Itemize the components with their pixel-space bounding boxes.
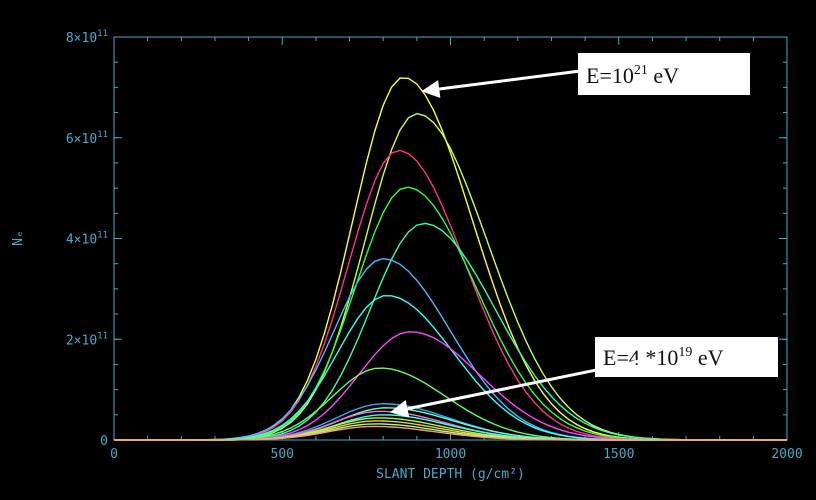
y-tick-label: 2×1011 (66, 331, 108, 348)
arrow-head (421, 80, 441, 98)
x-axis-label: SLANT DEPTH (g/cm²) (376, 467, 525, 482)
annotation-box (595, 337, 778, 377)
y-tick-label: 6×1011 (66, 130, 108, 147)
x-tick-label: 1000 (435, 447, 466, 462)
annotation-text: E=1021 eV (586, 63, 679, 88)
axis-ticks: 0 500 1000 1500 2000 0 2×1011 4×1011 6×1011 8×101… (66, 29, 803, 462)
annotation-box (578, 53, 750, 95)
annotation-arrow (407, 358, 646, 411)
annotation-arrow (439, 68, 589, 91)
y-tick-label: 8×1011 (66, 29, 108, 46)
y-tick-label: 0 (100, 434, 108, 449)
y-axis-label: Nₑ (11, 230, 26, 246)
annotation-label: E=4 *1019 eV (389, 337, 778, 418)
annotation-label: E=1021 eV (421, 53, 750, 98)
x-tick-label: 1500 (603, 447, 634, 462)
series-curves (114, 77, 787, 441)
x-tick-label: 2000 (771, 447, 802, 462)
x-tick-label: 0 (110, 447, 118, 462)
y-tick-label: 4×1011 (66, 231, 108, 248)
arrow-head (389, 399, 410, 418)
x-tick-label: 500 (271, 447, 294, 462)
energy-annotations: E=1021 eV E=4 *1019 eV (389, 53, 778, 418)
series-line (114, 425, 787, 441)
